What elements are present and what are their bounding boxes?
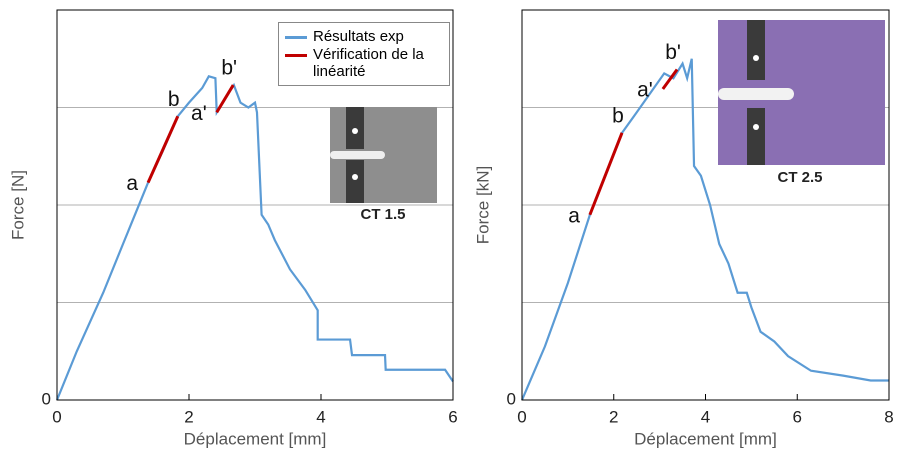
legend-swatch	[285, 36, 307, 39]
y-tick-label: 0	[42, 389, 51, 408]
legend-label: Vérification de la linéarité	[313, 46, 424, 80]
point-label: a	[126, 172, 138, 195]
legend: Résultats exp Vérification de la linéari…	[278, 22, 450, 86]
x-tick-label: 2	[609, 407, 618, 426]
point-label: a	[568, 204, 580, 227]
inset-photo	[718, 20, 885, 165]
data-line	[215, 84, 235, 114]
x-tick-label: 4	[316, 407, 325, 426]
inset-caption: CT 2.5	[777, 169, 822, 186]
data-line	[588, 132, 624, 216]
point-label: b'	[221, 57, 237, 80]
x-tick-label: 8	[884, 407, 893, 426]
data-line	[661, 68, 679, 90]
legend-label: Résultats exp	[313, 28, 404, 45]
point-label: b'	[665, 41, 681, 64]
y-axis-title: Force [kN]	[473, 166, 492, 244]
point-label: b	[612, 104, 624, 127]
data-line	[520, 58, 889, 401]
x-axis-title: Déplacement [mm]	[634, 429, 777, 448]
legend-swatch	[285, 54, 307, 57]
x-tick-label: 4	[701, 407, 710, 426]
inset-photo	[330, 107, 437, 203]
point-label: a'	[191, 102, 207, 125]
data-line	[146, 115, 180, 184]
point-label: a'	[637, 79, 653, 102]
x-axis-title: Déplacement [mm]	[184, 429, 327, 448]
inset-caption: CT 1.5	[360, 206, 405, 223]
x-tick-label: 6	[793, 407, 802, 426]
y-tick-label: 0	[507, 389, 516, 408]
x-tick-label: 2	[184, 407, 193, 426]
plot-frame	[56, 9, 454, 401]
plot-frame	[521, 9, 890, 401]
point-label: b	[168, 88, 180, 111]
y-axis-title: Force [N]	[8, 170, 27, 240]
x-tick-label: 0	[517, 407, 526, 426]
x-tick-label: 0	[52, 407, 61, 426]
x-tick-label: 6	[448, 407, 457, 426]
